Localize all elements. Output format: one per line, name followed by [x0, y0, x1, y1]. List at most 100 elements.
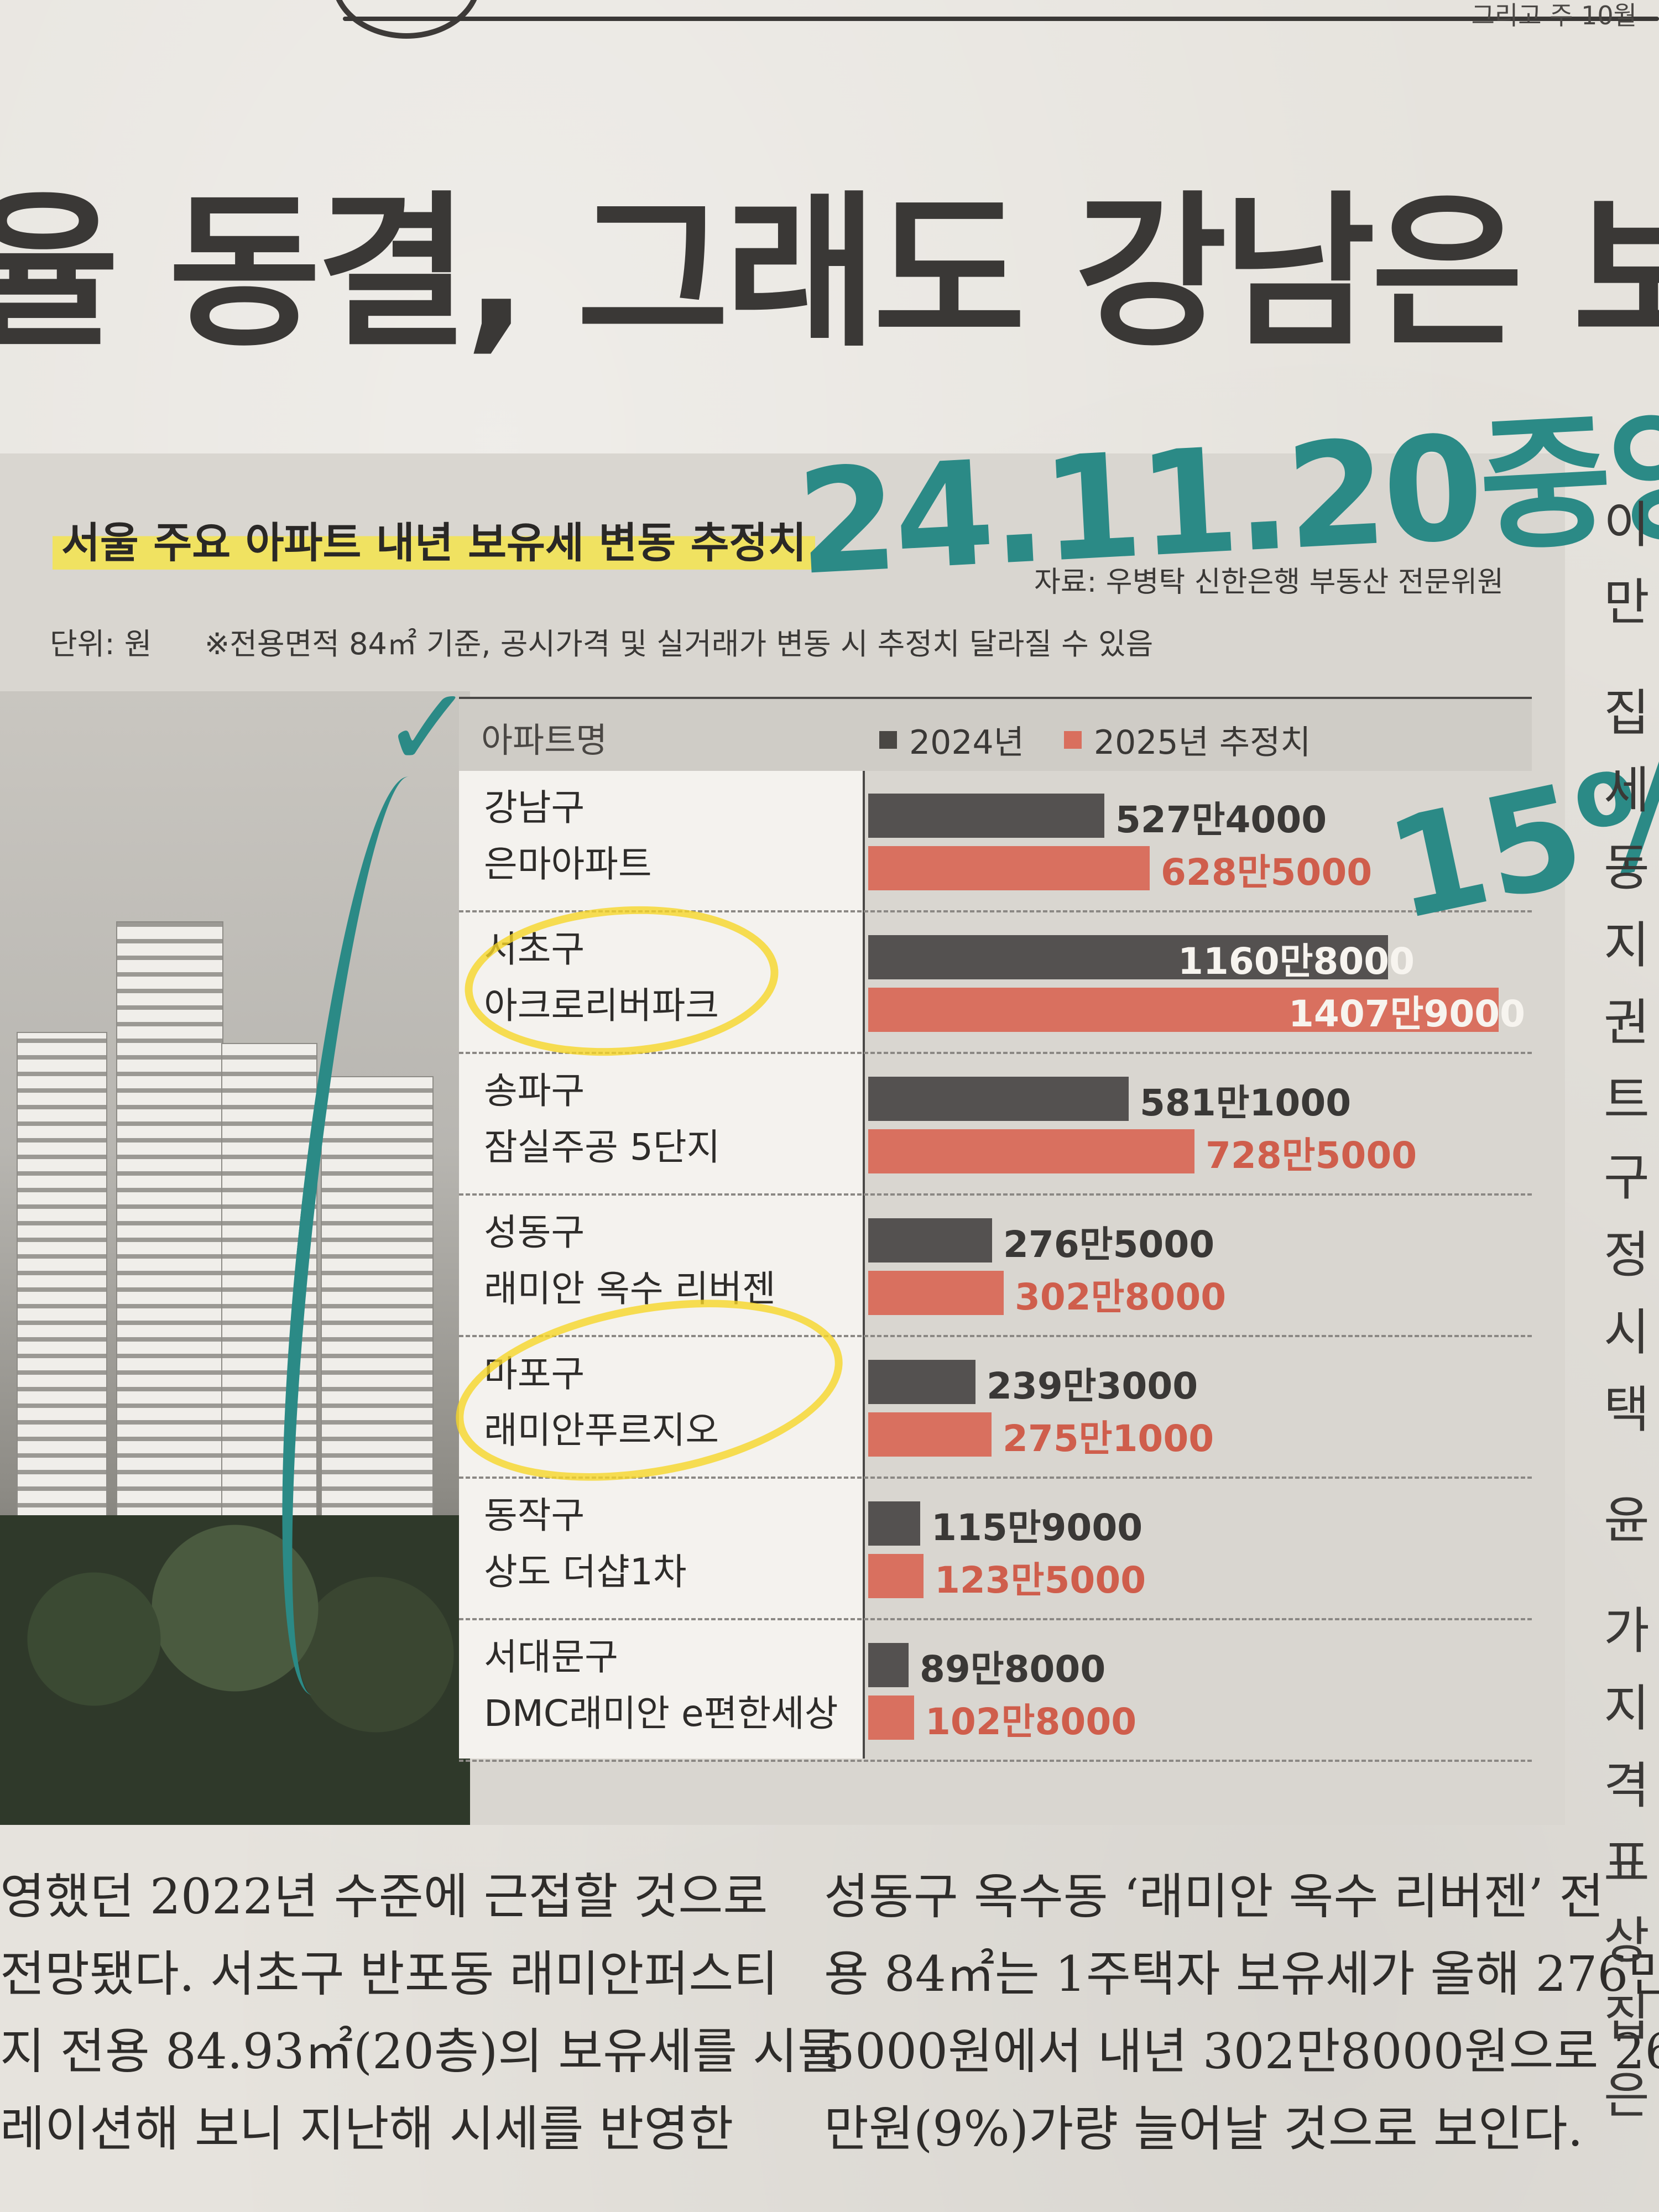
- value-label-2025: 728만5000: [1206, 1134, 1417, 1177]
- article-line: 영했던 2022년 수준에 근접할 것으로: [0, 1868, 768, 1925]
- bar-2025: [868, 1695, 914, 1740]
- chart-unit: 단위: 원: [50, 627, 152, 661]
- value-label-2024: 239만3000: [987, 1365, 1198, 1407]
- article-fragment: 표: [1604, 1834, 1650, 1892]
- bar-2024: [868, 1501, 920, 1546]
- bar-2024: [868, 1077, 1129, 1121]
- article-fragment: 집: [1604, 684, 1650, 742]
- legend-label-2024: 2024년: [909, 723, 1024, 762]
- value-label-2024: 89만8000: [920, 1648, 1106, 1691]
- article-fragment: 상: [1604, 1912, 1650, 1970]
- chart-note: ※전용면적 84㎡ 기준, 공시가격 및 실거래가 변동 시 추정치 달라질 수…: [205, 627, 1154, 661]
- article-line: 용 84㎡는 1주택자 보유세가 올해 276만: [824, 1945, 1659, 2002]
- article-line: 지 전용 84.93㎡(20층)의 보유세를 시뮬: [0, 2023, 843, 2080]
- legend-label-2025: 2025년 추정치: [1093, 723, 1311, 762]
- bar-2025: [868, 1271, 1004, 1315]
- checkmark-annotation: ✓: [382, 664, 474, 792]
- bar-2024: [868, 794, 1104, 838]
- apartment-label: 상도 더샵1차: [484, 1551, 687, 1593]
- bar-2025: [868, 846, 1150, 890]
- column-header-name: 아파트명: [481, 720, 608, 760]
- value-label-2025: 102만8000: [925, 1700, 1137, 1743]
- apartment-name: 서대문구 DMC래미안 e편한세상: [484, 1629, 838, 1742]
- article-fragment: 정: [1604, 1226, 1650, 1284]
- apartment-label: 래미안 옥수 리버젠: [484, 1267, 776, 1310]
- bar-2025: [868, 1129, 1194, 1173]
- value-label-2024: 115만9000: [931, 1506, 1143, 1549]
- article-line: 만원(9%)가량 늘어날 것으로 보인다.: [824, 2100, 1583, 2157]
- article-fragment: 지: [1604, 1679, 1650, 1738]
- article-fragment: 동: [1604, 839, 1650, 897]
- apartment-photo: [0, 691, 470, 1825]
- article-fragment: 집: [1604, 1989, 1650, 2047]
- apartment-label: 잠실주공 5단지: [484, 1126, 721, 1168]
- article-fragment: 권: [1604, 994, 1650, 1052]
- district-label: 강남구: [484, 786, 585, 829]
- table-row: 마포구 래미안푸르지오 239만3000 275만1000: [459, 1335, 1532, 1479]
- bar-2024: [868, 1218, 992, 1262]
- legend-swatch-2025: [1063, 731, 1082, 749]
- legend-swatch-2024: [879, 731, 897, 749]
- value-label-2024: 276만5000: [1003, 1223, 1215, 1266]
- article-fragment: 트: [1604, 1071, 1650, 1129]
- bar-2025: [868, 1554, 924, 1598]
- bar-2025: [868, 1412, 992, 1457]
- article-column-1: 영했던 2022년 수준에 근접할 것으로 전망됐다. 서초구 반포동 래미안퍼…: [0, 1858, 842, 2168]
- article-fragment: 은: [1604, 2067, 1650, 2125]
- district-label: 서초구: [484, 928, 585, 971]
- bar-2024: [868, 1360, 975, 1404]
- article-line: 성동구 옥수동 ‘래미안 옥수 리버젠’ 전: [824, 1868, 1604, 1925]
- district-label: 서대문구: [484, 1636, 618, 1678]
- value-label-2024: 527만4000: [1115, 799, 1327, 841]
- bar-2024: [868, 1643, 909, 1687]
- bar-2025: [868, 988, 1499, 1032]
- headline: 율 동결, 그래도 강남은 보: [0, 176, 1659, 369]
- district-label: 동작구: [484, 1494, 585, 1537]
- apartment-label: 은마아파트: [484, 843, 652, 885]
- article-line: 레이션해 보니 지난해 시세를 반영한: [0, 2100, 734, 2157]
- article-fragment: 구: [1604, 1149, 1650, 1207]
- district-label: 마포구: [484, 1353, 585, 1395]
- tree-line: [0, 1515, 470, 1825]
- article-fragment: 시: [1604, 1303, 1650, 1361]
- article-fragment: 윤: [1604, 1491, 1650, 1550]
- value-label-2025: 1407만9000: [1288, 993, 1526, 1035]
- apartment-name: 마포구 래미안푸르지오: [484, 1346, 719, 1459]
- district-label: 송파구: [484, 1070, 585, 1112]
- value-label-2025: 123만5000: [935, 1559, 1146, 1601]
- apartment-label: 아크로리버파크: [484, 984, 719, 1027]
- table-row: 서대문구 DMC래미안 e편한세상 89만8000 102만8000: [459, 1618, 1532, 1762]
- value-label-2024: 1160만8000: [1178, 940, 1415, 983]
- district-label: 성동구: [484, 1211, 585, 1254]
- article-fragment: 만: [1604, 573, 1650, 632]
- chart-source: 자료: 우병탁 신한은행 부동산 전문위원: [1034, 566, 1504, 599]
- article-fragment: 택: [1604, 1381, 1650, 1439]
- article-fragment: 지: [1604, 916, 1650, 974]
- value-label-2024: 581만1000: [1140, 1082, 1352, 1124]
- value-label-2025: 275만1000: [1003, 1417, 1214, 1460]
- masthead-rule: [343, 17, 1659, 21]
- table-header: 아파트명 2024년 2025년 추정치: [459, 697, 1532, 771]
- chart-title: 서울 주요 아파트 내년 보유세 변동 추정치: [53, 509, 816, 570]
- article-fragment: 가: [1604, 1602, 1650, 1660]
- value-label-2025: 628만5000: [1161, 851, 1373, 894]
- article-line: 5000원에서 내년 302만8000원으로 26: [824, 2023, 1659, 2080]
- bar-2024: [868, 935, 1388, 979]
- chart-legend: 2024년 2025년 추정치: [879, 716, 1311, 764]
- name-column: [459, 697, 865, 1759]
- article-fragment: 이: [1604, 496, 1650, 554]
- value-label-2025: 302만8000: [1015, 1276, 1227, 1318]
- article-line: 전망됐다. 서초구 반포동 래미안퍼스티: [0, 1945, 779, 2002]
